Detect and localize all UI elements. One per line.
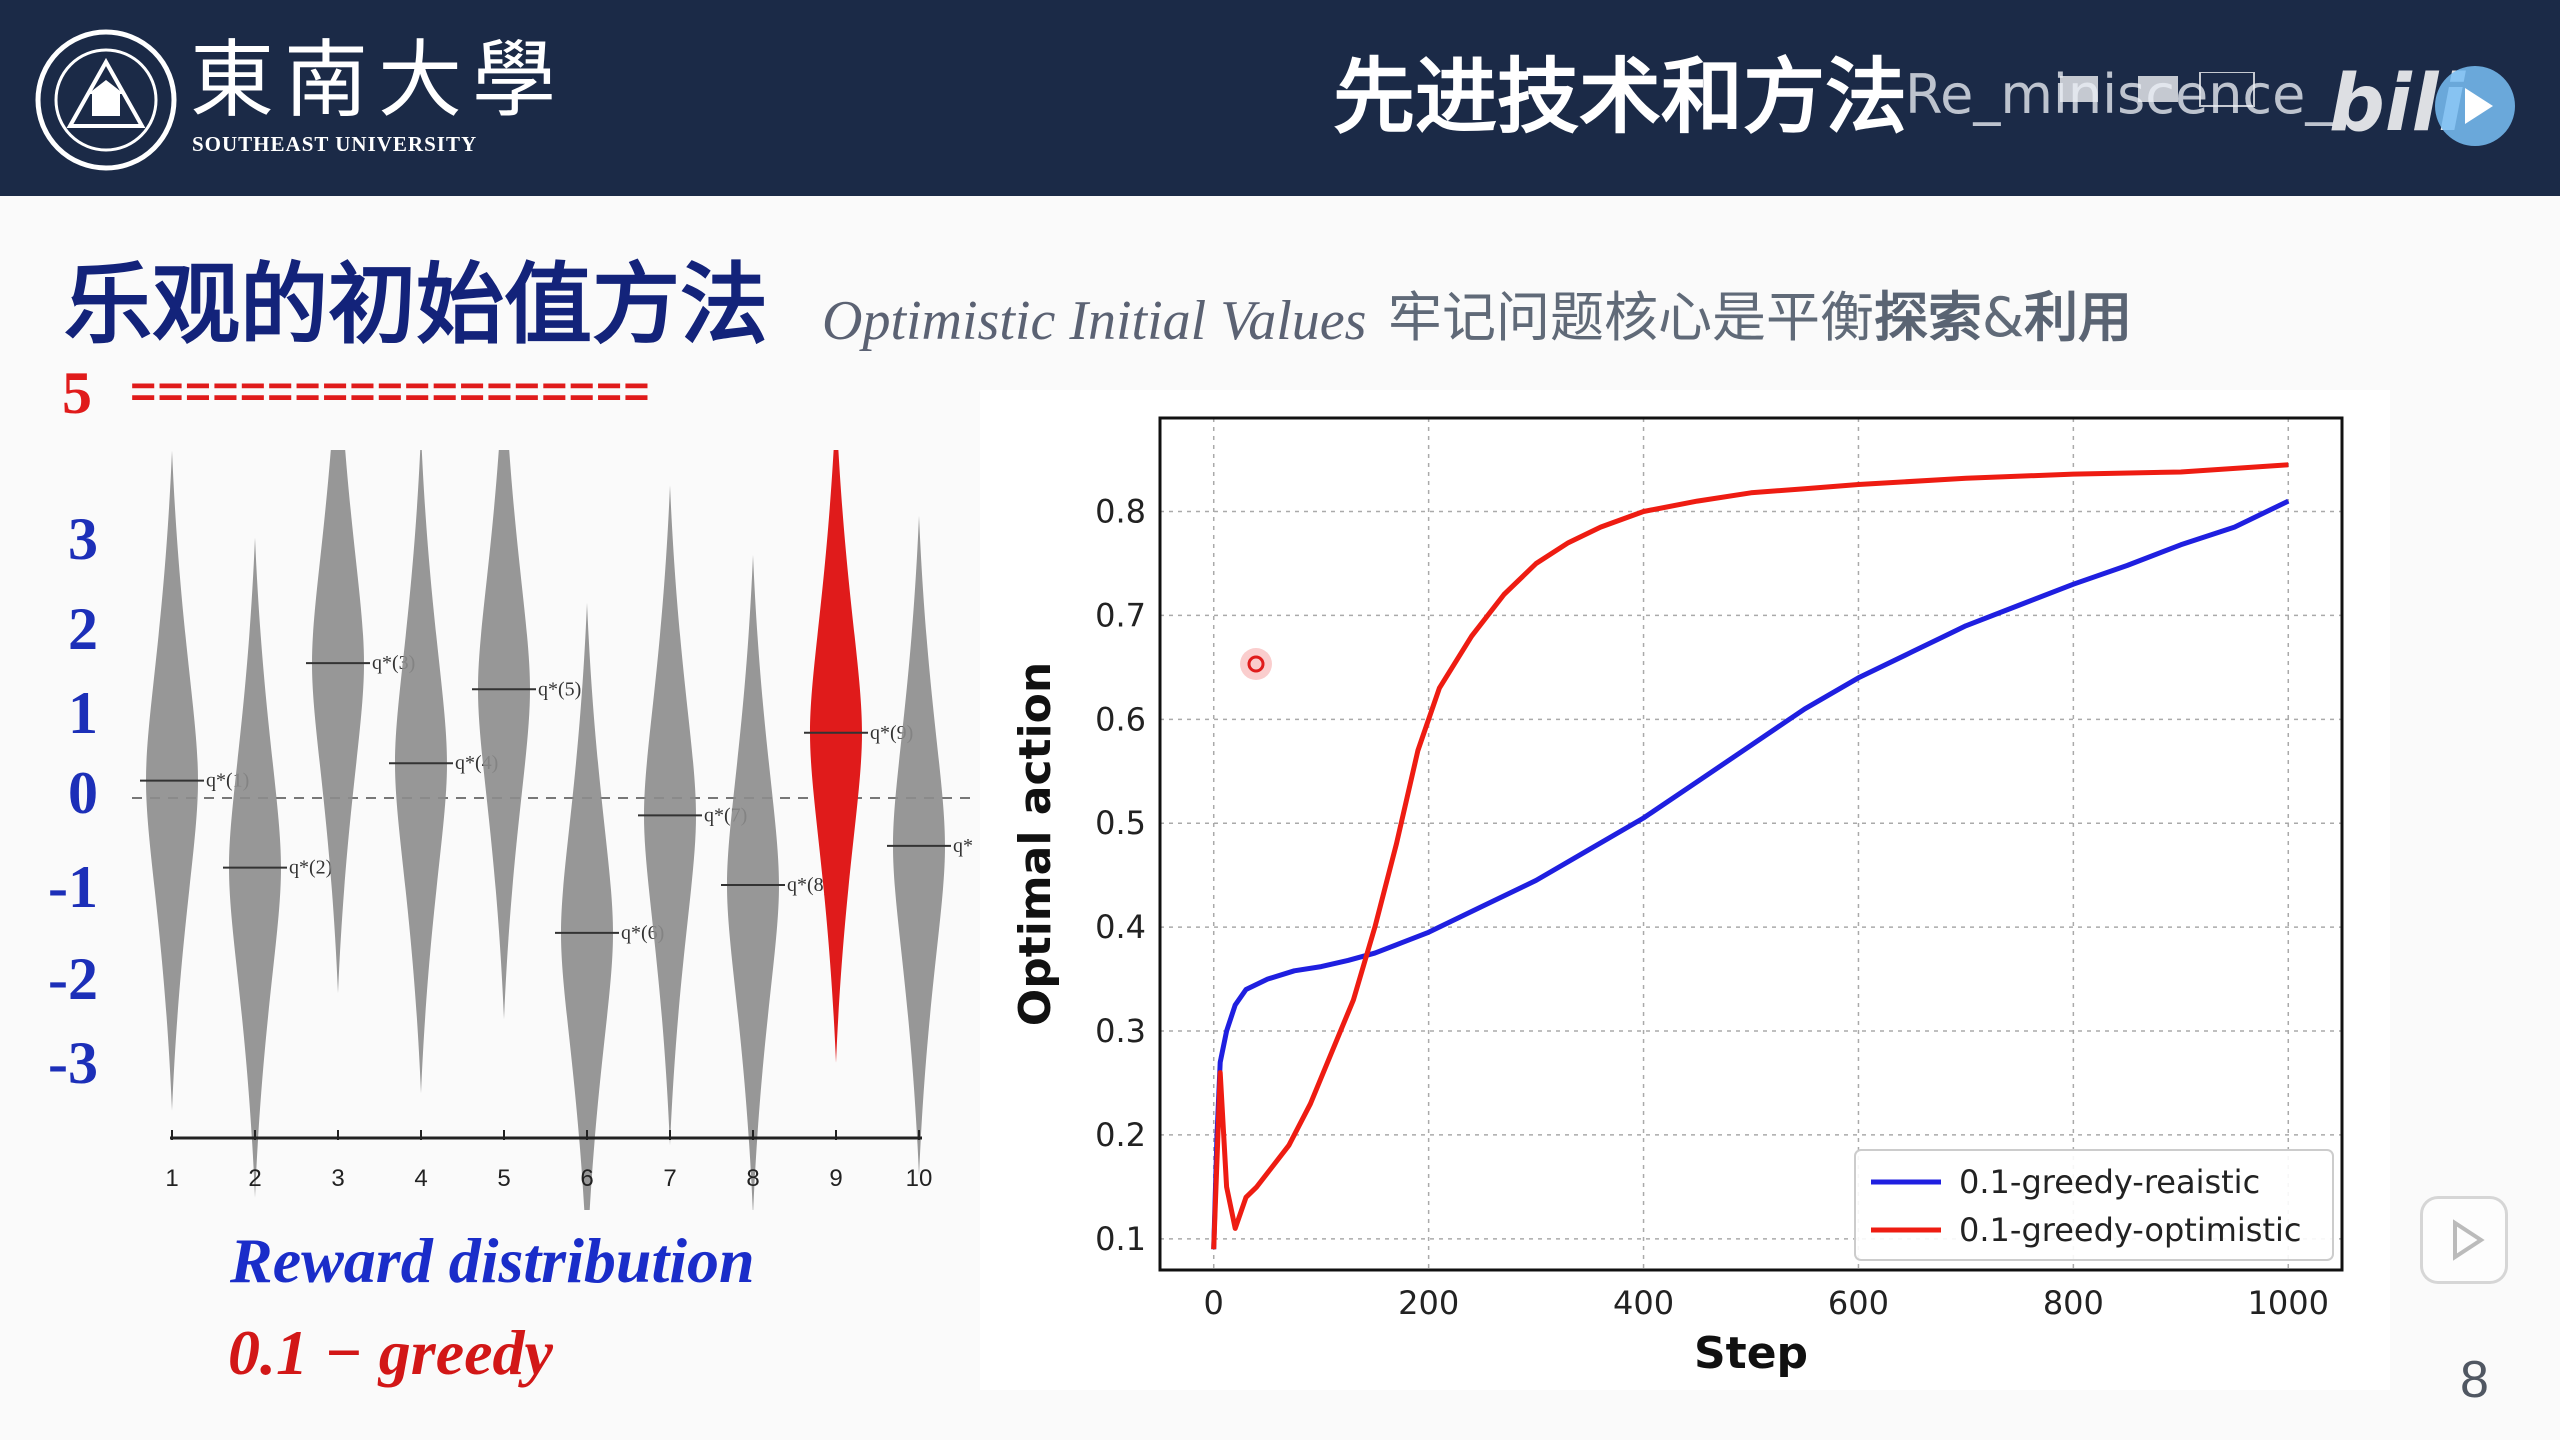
x-tick-label: 5 (497, 1165, 510, 1192)
reward-tick: 1 (68, 680, 98, 746)
cursor-highlight (1240, 648, 1272, 680)
university-name-en: SOUTHEAST UNIVERSITY (192, 132, 478, 156)
page-number: 8 (2460, 1351, 2489, 1409)
note-amp: & (1982, 286, 2025, 349)
violin-label: q*(5) (538, 678, 581, 700)
y-tick-label: 0.3 (1095, 1012, 1146, 1050)
y-tick-label: 0.6 (1095, 700, 1146, 738)
x-tick-label: 600 (1828, 1284, 1889, 1322)
note-plain: 牢记问题核心是平衡 (1388, 286, 1874, 349)
reward-distribution-violins: q*(1)1q*(2)2q*(3)3q*(4)4q*(5)5q*(6)6q*(7… (132, 450, 972, 1210)
x-tick-label: 6 (580, 1165, 593, 1192)
header-bar: 東南大學 SOUTHEAST UNIVERSITY 先进技术和方法 Re_min… (0, 0, 2560, 196)
violin-label: q*(2) (289, 857, 332, 879)
series-optimistic-line (1211, 462, 2289, 1250)
violin-shape (478, 450, 530, 1020)
reward-tick: -1 (48, 854, 98, 920)
y-tick-label: 0.5 (1095, 804, 1146, 842)
x-axis-label: Step (1694, 1328, 1808, 1379)
university-name-cn: 東南大學 (190, 31, 567, 129)
cursor-icon (1247, 655, 1265, 673)
violin-shape (727, 555, 779, 1210)
violin-shape (810, 450, 862, 1063)
play-icon (2453, 1219, 2485, 1261)
slide-title-en: Optimistic Initial Values (822, 290, 1367, 352)
note-explore: 探索 (1874, 286, 1982, 349)
x-tick-label: 4 (414, 1165, 427, 1192)
series-realistic-line (1211, 498, 2290, 1250)
optimistic-dashed-line: =================== (130, 370, 651, 420)
x-tick-label: 10 (906, 1165, 933, 1192)
y-tick-label: 0.7 (1095, 596, 1146, 634)
violin-label: q*(8) (787, 874, 830, 896)
reward-tick: 0 (68, 760, 98, 826)
x-tick-label: 0 (1204, 1284, 1224, 1322)
x-tick-label: 3 (331, 1165, 344, 1192)
play-button[interactable] (2420, 1196, 2508, 1284)
reward-tick: 2 (68, 596, 98, 662)
y-tick-label: 0.4 (1095, 908, 1146, 946)
legend-box (1854, 1149, 2334, 1261)
watermark-blocks-icon (2060, 72, 2255, 107)
header-title: 先进技术和方法 (1333, 50, 1908, 145)
violin-shape (312, 450, 364, 994)
violin-label: q* (953, 835, 972, 857)
violin-shape (395, 450, 447, 1094)
greedy-label: 0.1 − greedy (228, 1317, 553, 1388)
university-seal-icon (35, 29, 177, 171)
y-tick-label: 0.2 (1095, 1116, 1146, 1154)
note-exploit: 利用 (2024, 286, 2133, 349)
slide-subtitle-note: 牢记问题核心是平衡探索&利用 (1388, 282, 2132, 354)
reward-tick: -3 (48, 1030, 98, 1096)
slide-title: 乐观的初始值方法 (64, 253, 769, 356)
optimal-action-chart: 0 200 400 600 800 1000 0.1 0.2 0.3 0.4 0.5 0.6 0.7 0.… (980, 390, 2390, 1390)
x-tick-label: 1 (165, 1165, 178, 1192)
legend-label: 0.1-greedy-reaistic (1959, 1163, 2260, 1201)
y-tick-label: 0.1 (1095, 1220, 1146, 1258)
x-tick-label: 7 (663, 1165, 676, 1192)
reward-tick: -2 (48, 946, 98, 1012)
bilibili-logo-icon: bili (2329, 59, 2515, 149)
plot-frame (1158, 416, 2344, 1272)
x-tick-label: 8 (746, 1165, 759, 1192)
legend-label: 0.1-greedy-optimistic (1959, 1211, 2302, 1249)
y-tick-label: 0.8 (1095, 493, 1146, 531)
x-tick-label: 800 (2043, 1284, 2104, 1322)
watermark-username: Re_miniscence_ (1905, 63, 2333, 126)
violin-shape (561, 602, 613, 1210)
reward-distribution-label: Reward distribution (230, 1225, 755, 1296)
optimistic-value: 5 (62, 360, 92, 426)
reward-tick: 3 (68, 506, 98, 572)
x-tick-label: 200 (1398, 1284, 1459, 1322)
x-tick-label: 400 (1613, 1284, 1674, 1322)
x-tick-label: 9 (829, 1165, 842, 1192)
optimal-action-chart-svg: 0 200 400 600 800 1000 0.1 0.2 0.3 0.4 0.5 0.6 0.7 0.… (1010, 416, 2344, 1379)
x-tick-label: 1000 (2248, 1284, 2329, 1322)
x-tick-label: 2 (248, 1165, 261, 1192)
y-axis-label: Optimal action (1010, 662, 1061, 1026)
